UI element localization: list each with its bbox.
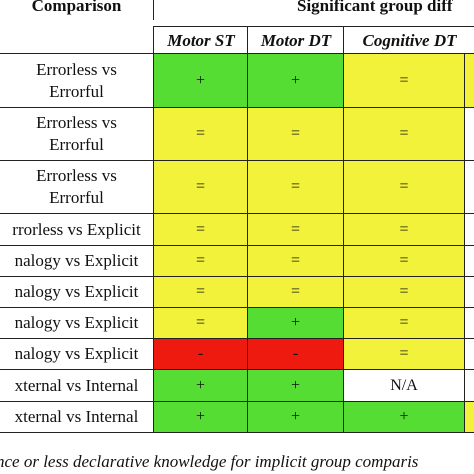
table-header: Comparison Significant group diff Motor … [0,0,474,54]
comparison-label-line: Errorless vs [36,59,117,79]
motor-dt-cell: = [247,108,343,161]
col-header-motor-dt: Motor DT [247,26,344,54]
cognitive-dt-cell: = [343,161,464,214]
comparison-label-line: nalogy vs Explicit [14,282,139,301]
table-row: xternal vs Internal + + + [0,402,474,433]
cognitive-dt-cell: = [343,308,464,339]
col-header-cognitive-dt: Cognitive DT [343,26,474,54]
motor-st-cell: = [153,308,247,339]
motor-st-cell: + [153,54,247,108]
comparison-label-line: xternal vs Internal [14,375,139,395]
motor-dt-cell: + [247,370,343,402]
table-row: nalogy vs Explicit = + = [0,308,474,339]
col-header-motor-st: Motor ST [153,26,248,54]
comparison-label: nalogy vs Explicit [0,308,153,339]
table-row: Errorless vs Errorful = = = [0,108,474,161]
motor-dt-cell: + [247,308,343,339]
comparison-header: Comparison [31,0,122,15]
comparison-label: nalogy vs Explicit [0,246,153,277]
comparison-label-line: Errorful [49,135,104,154]
cognitive-dt-cell: + [343,402,464,433]
significant-group-header: Significant group diff [153,0,474,20]
comparison-label-line: nalogy vs Explicit [14,344,139,363]
next-column-cell [464,246,474,277]
next-column-cell [464,339,474,370]
comparison-label: xternal vs Internal [0,370,153,402]
motor-dt-cell: + [247,402,343,433]
table-row: Errorless vs Errorful = = = [0,161,474,214]
next-column-cell [464,308,474,339]
comparison-label-line: xternal vs Internal [14,407,139,426]
next-column-cell [464,108,474,161]
motor-st-cell: = [153,214,247,246]
motor-st-cell: = [153,246,247,277]
motor-dt-cell: = [247,246,343,277]
cognitive-dt-cell: N/A [343,370,464,402]
table-row: nalogy vs Explicit = = = [0,246,474,277]
comparison-label: nalogy vs Explicit [0,339,153,370]
next-column-cell [464,214,474,246]
next-column-cell [464,402,474,433]
comparison-label-line: rrorless vs Explicit [12,219,141,239]
motor-dt-cell: - [247,339,343,370]
table-row: nalogy vs Explicit - - = [0,339,474,370]
table-row: rrorless vs Explicit = = = [0,214,474,246]
cognitive-dt-cell: = [343,246,464,277]
comparison-label-line: Errorless vs [36,166,117,185]
motor-dt-cell: = [247,161,343,214]
comparison-label: xternal vs Internal [0,402,153,433]
comparison-label-line: nalogy vs Explicit [14,251,139,270]
motor-st-cell: + [153,370,247,402]
cognitive-dt-cell: = [343,339,464,370]
comparison-label-line: nalogy vs Explicit [14,313,139,332]
next-column-cell [464,277,474,308]
motor-st-cell: - [153,339,247,370]
motor-st-cell: = [153,277,247,308]
next-column-cell [464,54,474,108]
motor-dt-cell: = [247,277,343,308]
table-footnote: nce or less declarative knowledge for im… [0,452,419,471]
motor-st-cell: = [153,108,247,161]
cognitive-dt-cell: = [343,108,464,161]
motor-dt-cell: = [247,214,343,246]
cognitive-dt-cell: = [343,277,464,308]
comparison-label: rrorless vs Explicit [0,214,153,246]
comparison-label: Errorless vs Errorful [0,54,153,108]
comparison-label-line: Errorful [49,188,104,207]
motor-dt-cell: + [247,54,343,108]
comparison-label-line: Errorless vs [36,113,117,132]
cognitive-dt-cell: = [343,214,464,246]
next-column-cell [464,161,474,214]
motor-st-cell: + [153,402,247,433]
comparison-label-line: Errorful [49,81,104,101]
cognitive-dt-cell: = [343,54,464,108]
comparison-label: nalogy vs Explicit [0,277,153,308]
table-row: xternal vs Internal + + N/A [0,370,474,402]
motor-st-cell: = [153,161,247,214]
comparison-label: Errorless vs Errorful [0,161,153,214]
comparison-label: Errorless vs Errorful [0,108,153,161]
table-row: Errorless vs Errorful + + = [0,54,474,108]
table-row: nalogy vs Explicit = = = [0,277,474,308]
next-column-cell [464,370,474,402]
header-divider [0,53,474,54]
